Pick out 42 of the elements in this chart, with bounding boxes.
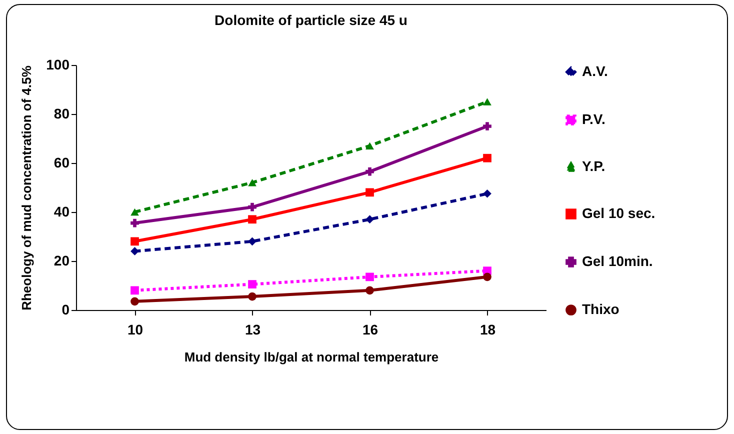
point: [483, 272, 492, 282]
point: [248, 215, 256, 224]
x-tick-label: 16: [362, 322, 378, 338]
point: [483, 154, 492, 162]
x-tick-label: 10: [127, 322, 144, 338]
point: [130, 237, 139, 246]
point: [483, 98, 492, 106]
point: [483, 189, 492, 198]
point: [248, 292, 256, 301]
point: [248, 202, 256, 212]
point: [366, 215, 374, 224]
y-tick-label: 80: [54, 106, 70, 122]
y-tick-label: 40: [54, 204, 70, 220]
point: [130, 218, 139, 228]
legend-label: Thixo: [582, 301, 620, 317]
point: [248, 178, 256, 186]
point: [130, 297, 139, 306]
y-tick-label: 60: [54, 154, 70, 170]
y-axis-title: Rheology of mud concentration of 4.5%: [19, 65, 34, 310]
point: [366, 167, 374, 176]
point: [130, 286, 139, 295]
legend-label: Gel 10min.: [582, 253, 653, 269]
legend-label: Gel 10 sec.: [582, 205, 656, 221]
point: [366, 142, 374, 150]
x-axis-title: Mud density lb/gal at normal temperature: [184, 350, 439, 364]
point: [248, 237, 256, 246]
y-tick-label: 100: [46, 56, 70, 72]
x-tick-label: 18: [480, 322, 496, 338]
legend-label: P.V.: [582, 111, 606, 127]
point: [248, 280, 256, 288]
legend-label: A.V.: [582, 63, 608, 79]
point: [483, 122, 492, 130]
legend-label: Y.P.: [582, 158, 606, 174]
y-tick-label: 20: [54, 252, 70, 268]
chart-title: Dolomite of particle size 45 u: [214, 12, 408, 28]
y-tick-label: 0: [62, 302, 70, 318]
point: [366, 272, 374, 282]
point: [130, 247, 139, 256]
point: [130, 208, 139, 216]
point: [366, 286, 374, 295]
x-tick-label: 13: [244, 322, 261, 338]
point: [366, 188, 374, 197]
